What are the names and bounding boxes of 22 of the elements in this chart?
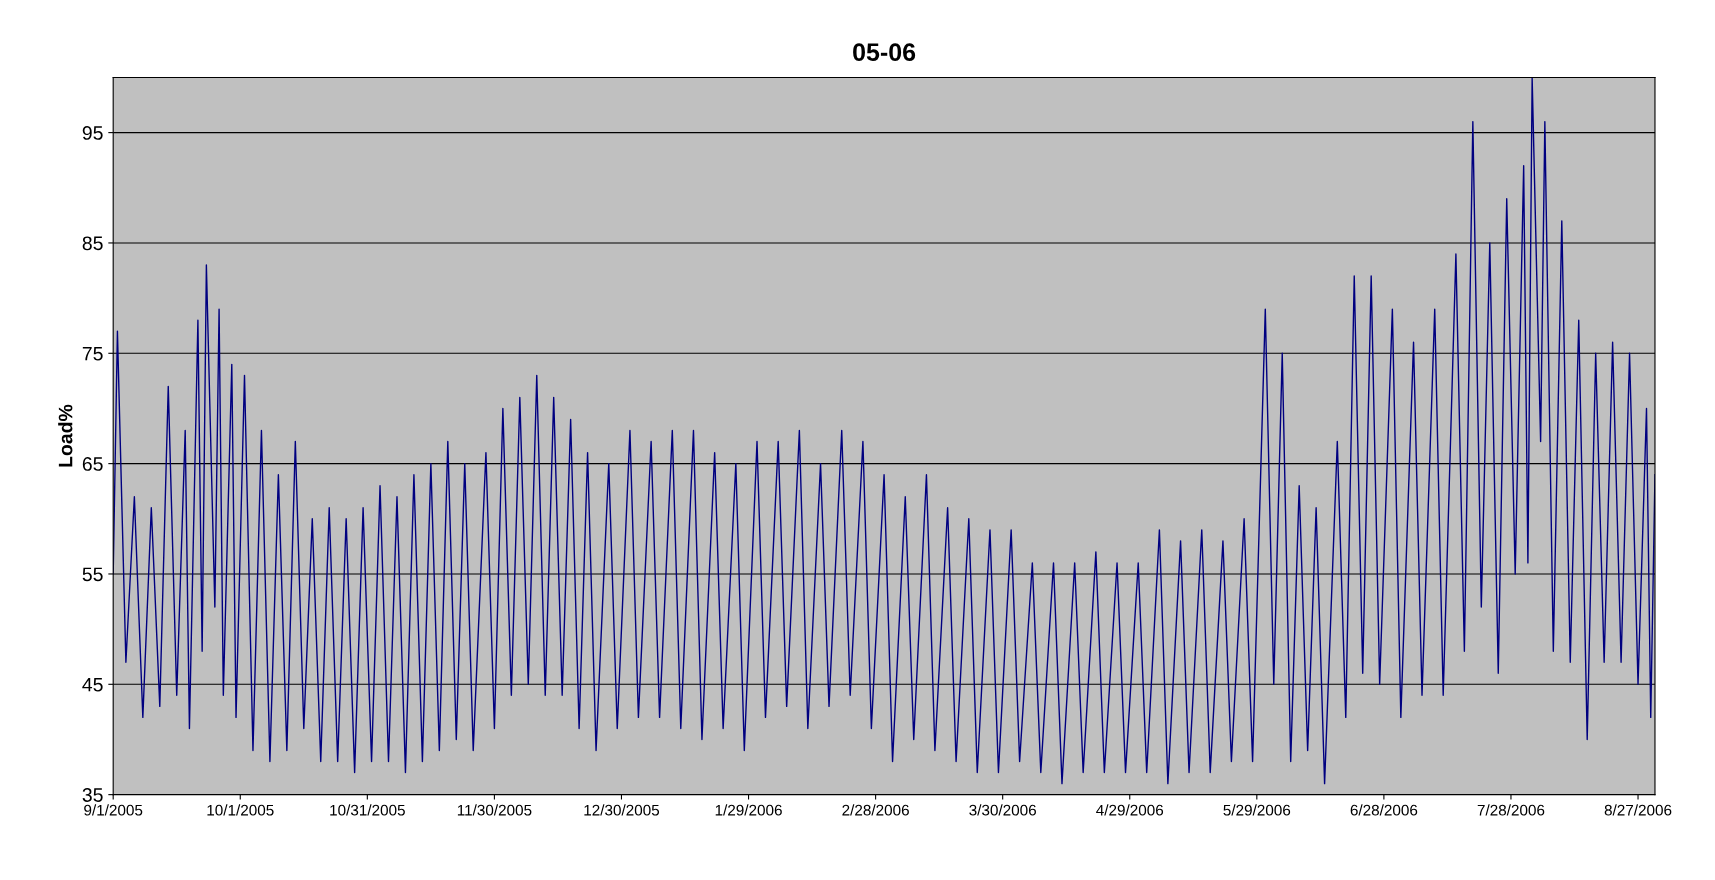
x-tick-label: 7/28/2006: [1477, 804, 1545, 816]
y-tick-label: 35: [82, 788, 103, 802]
y-tick-label: 55: [82, 567, 103, 582]
y-tick-label: 85: [82, 236, 103, 251]
x-tick-label: 6/28/2006: [1350, 804, 1418, 816]
x-tick-label: 10/31/2005: [330, 804, 405, 816]
x-tick-label: 3/30/2006: [969, 804, 1036, 816]
x-tick-label: 9/1/2005: [84, 804, 143, 816]
x-tick-label: 1/29/2006: [715, 804, 782, 816]
y-tick-label: 75: [82, 346, 103, 361]
x-tick-label: 8/27/2006: [1604, 804, 1672, 816]
x-tick-label: 4/29/2006: [1096, 804, 1164, 816]
x-tick-label: 5/29/2006: [1223, 804, 1291, 816]
x-tick-label: 12/30/2005: [584, 804, 660, 816]
chart-title: 05-06: [853, 43, 916, 62]
x-tick-label: 2/28/2006: [842, 804, 909, 816]
x-tick-label: 10/1/2005: [207, 804, 274, 816]
y-tick-label: 65: [82, 457, 103, 471]
y-tick-label: 95: [82, 126, 103, 140]
x-tick-label: 11/30/2005: [457, 804, 532, 816]
y-tick-label: 45: [82, 677, 103, 692]
y-axis-title: Load%: [58, 404, 73, 467]
